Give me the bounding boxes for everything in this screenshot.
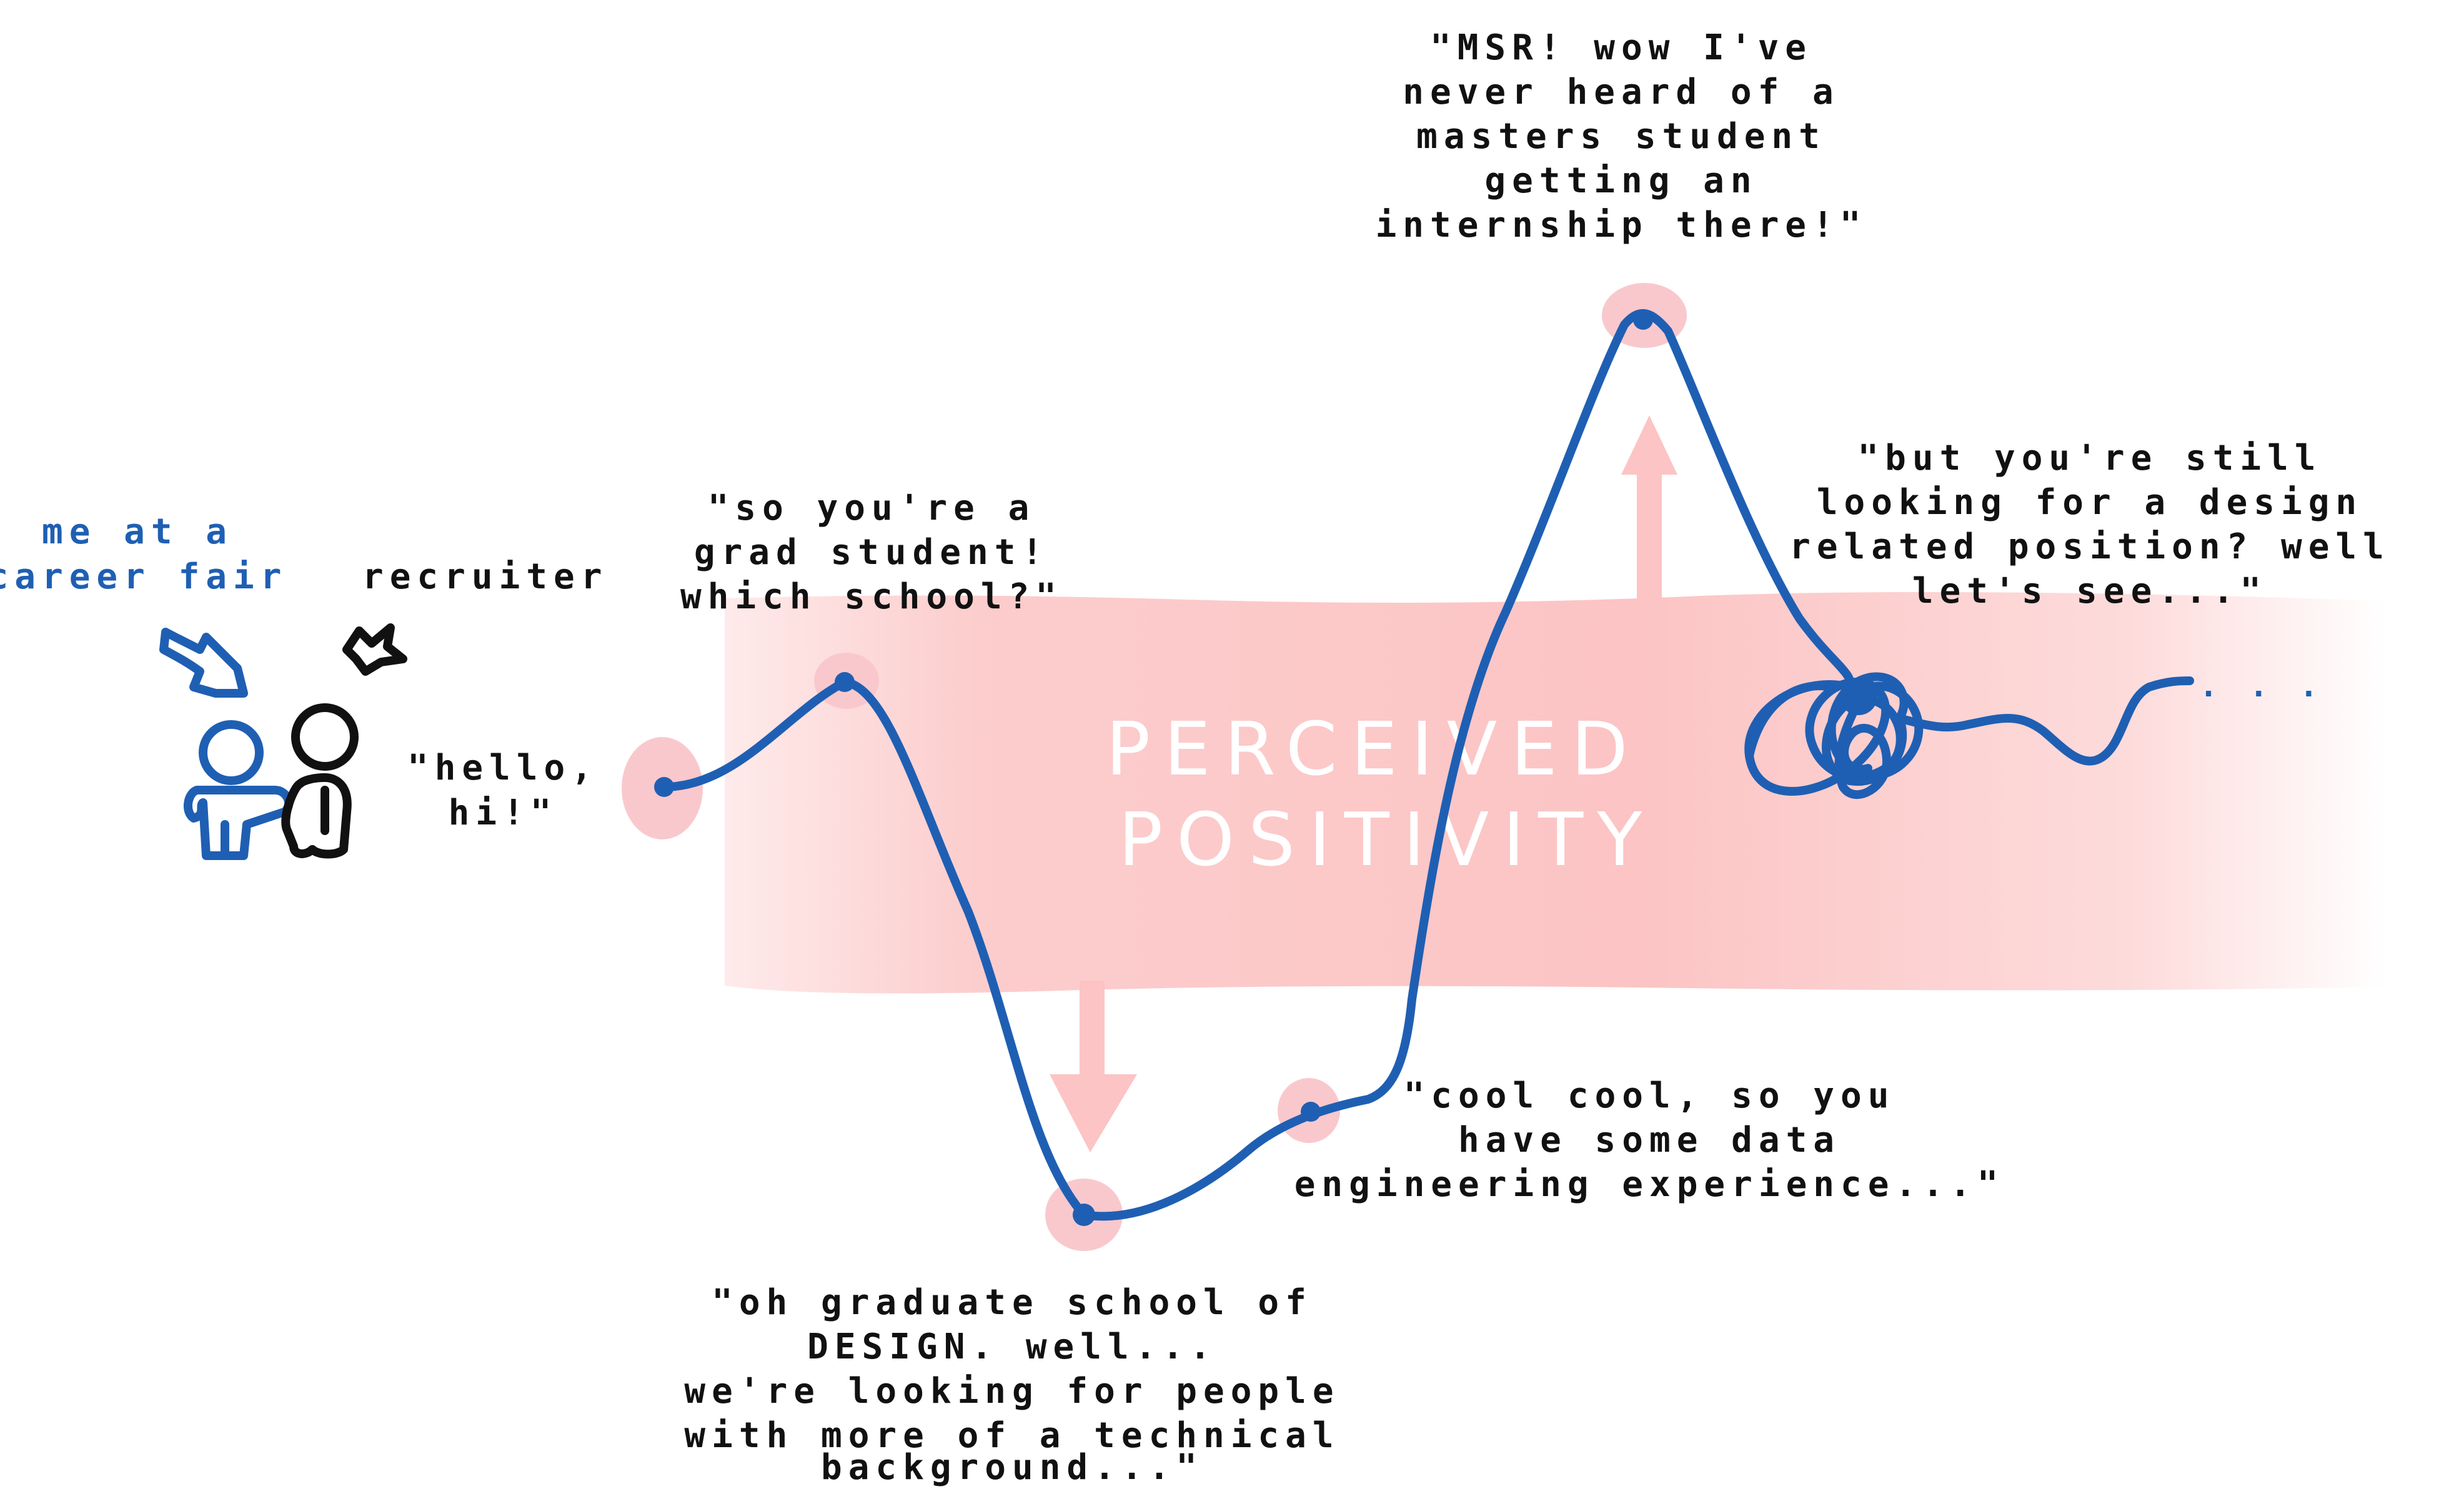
svg-text:background...": background..." xyxy=(821,1447,1203,1488)
trailing-dots: . . . xyxy=(2199,668,2325,704)
down-arrow-icon xyxy=(1050,981,1137,1152)
me-label: me at a career fair xyxy=(0,512,287,597)
recruiter-label: recruiter xyxy=(362,557,608,597)
positivity-curve xyxy=(660,309,2194,1221)
svg-text:career fair: career fair xyxy=(0,557,287,597)
svg-text:me at a: me at a xyxy=(42,512,233,552)
recruiter-figure xyxy=(281,703,359,859)
quote-design-position: "but you're still looking for a design r… xyxy=(1789,438,2390,611)
svg-text:which school?": which school?" xyxy=(680,576,1063,617)
svg-text:"cool cool, so you: "cool cool, so you xyxy=(1404,1076,1895,1116)
positivity-band xyxy=(725,591,2387,994)
pointer-arrow-icon xyxy=(159,628,248,698)
quote-msr: "MSR! wow I've never heard of a masters … xyxy=(1376,27,1867,245)
band-label-line-1: PERCEIVED xyxy=(1106,706,1642,792)
up-arrow-icon xyxy=(1621,415,1677,606)
svg-text:hi!": hi!" xyxy=(449,793,558,833)
quote-school: "so you're a grad student! which school?… xyxy=(680,488,1063,617)
svg-text:"so you're a: "so you're a xyxy=(708,488,1036,528)
band-label-line-2: POSITIVITY xyxy=(1118,796,1656,883)
star-doodle-icon xyxy=(342,623,407,676)
svg-text:with more of a technical: with more of a technical xyxy=(684,1415,1339,1456)
svg-text:DESIGN. well...: DESIGN. well... xyxy=(807,1327,1217,1367)
svg-text:looking for a design: looking for a design xyxy=(1817,482,2363,523)
me-figure xyxy=(183,720,294,860)
svg-text:have some data: have some data xyxy=(1458,1120,1841,1160)
quote-hello: "hello, hi!" xyxy=(407,748,599,833)
svg-text:masters student: masters student xyxy=(1416,116,1826,157)
curve-points xyxy=(654,310,1877,1226)
svg-text:let's see...": let's see..." xyxy=(1912,571,2267,611)
svg-text:grad student!: grad student! xyxy=(694,532,1049,573)
svg-text:related position? well: related position? well xyxy=(1789,527,2390,567)
svg-text:never heard of a: never heard of a xyxy=(1403,72,1839,112)
svg-text:getting an: getting an xyxy=(1484,161,1757,201)
svg-text:"hello,: "hello, xyxy=(407,748,599,788)
quote-design: "oh graduate school of DESIGN. well... w… xyxy=(684,1282,1339,1488)
svg-text:internship there!": internship there!" xyxy=(1376,205,1867,245)
svg-text:"but you're still: "but you're still xyxy=(1857,438,2322,478)
svg-text:"MSR! wow I've: "MSR! wow I've xyxy=(1430,27,1812,68)
svg-text:we're looking for people: we're looking for people xyxy=(684,1371,1339,1412)
quote-data-eng: "cool cool, so you have some data engine… xyxy=(1294,1076,2005,1205)
svg-text:engineering experience...": engineering experience..." xyxy=(1294,1164,2005,1205)
svg-text:"oh graduate school of: "oh graduate school of xyxy=(712,1282,1313,1323)
